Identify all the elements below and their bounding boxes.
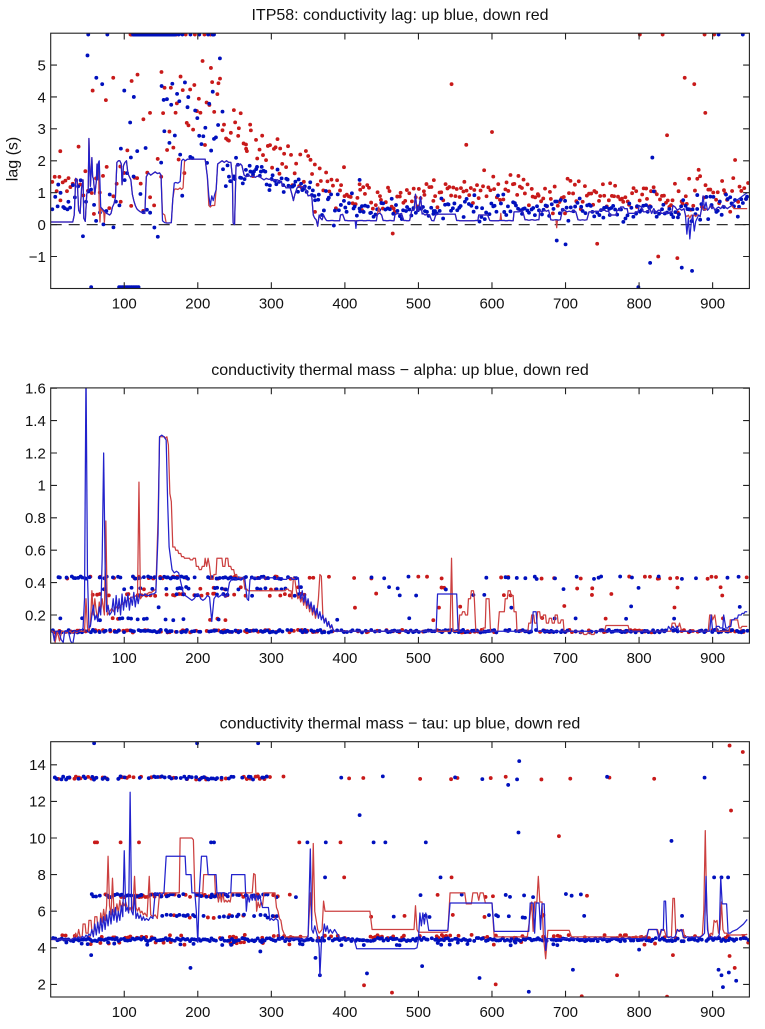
svg-text:6: 6 [37,904,45,921]
svg-text:500: 500 [406,1004,431,1021]
svg-text:300: 300 [259,1004,284,1021]
svg-text:400: 400 [332,650,357,667]
svg-text:ITP58: conductivity lag: up bl: ITP58: conductivity lag: up blue, down r… [251,7,548,24]
svg-text:conductivity thermal mass − al: conductivity thermal mass − alpha: up bl… [211,362,589,379]
svg-text:1.2: 1.2 [25,445,46,462]
svg-text:400: 400 [332,1004,357,1021]
svg-text:100: 100 [112,295,137,312]
svg-text:3: 3 [37,121,45,138]
svg-text:100: 100 [112,650,137,667]
svg-text:4: 4 [37,940,45,957]
svg-text:700: 700 [553,1004,578,1021]
svg-text:1: 1 [37,185,45,202]
svg-text:0.6: 0.6 [25,543,46,560]
svg-text:800: 800 [627,650,652,667]
svg-text:conductivity thermal mass − ta: conductivity thermal mass − tau: up blue… [220,716,581,733]
svg-text:100: 100 [112,1004,137,1021]
svg-text:0: 0 [37,217,45,234]
svg-text:10: 10 [29,830,46,847]
svg-text:2: 2 [37,153,45,170]
svg-text:300: 300 [259,650,284,667]
svg-text:200: 200 [185,650,210,667]
svg-text:700: 700 [553,295,578,312]
svg-text:14: 14 [29,757,46,774]
svg-text:800: 800 [627,1004,652,1021]
svg-text:400: 400 [332,295,357,312]
svg-text:5: 5 [37,57,45,74]
svg-text:0.8: 0.8 [25,510,46,527]
svg-text:−1: −1 [29,249,46,266]
svg-text:500: 500 [406,650,431,667]
svg-text:500: 500 [406,295,431,312]
svg-text:1: 1 [37,478,45,495]
svg-text:200: 200 [185,1004,210,1021]
svg-text:lag (s): lag (s) [5,137,22,181]
svg-text:1.4: 1.4 [25,413,46,430]
svg-text:4: 4 [37,89,45,106]
svg-text:600: 600 [479,650,504,667]
svg-text:900: 900 [700,650,725,667]
svg-text:300: 300 [259,295,284,312]
svg-text:8: 8 [37,867,45,884]
svg-text:0.2: 0.2 [25,607,46,624]
svg-text:0.4: 0.4 [25,575,46,592]
svg-text:200: 200 [185,295,210,312]
svg-text:1.6: 1.6 [25,381,46,398]
svg-text:600: 600 [479,1004,504,1021]
svg-text:2: 2 [37,977,45,994]
svg-text:12: 12 [29,794,46,811]
svg-text:900: 900 [700,1004,725,1021]
svg-text:700: 700 [553,650,578,667]
svg-text:800: 800 [627,295,652,312]
svg-text:900: 900 [700,295,725,312]
svg-text:600: 600 [479,295,504,312]
